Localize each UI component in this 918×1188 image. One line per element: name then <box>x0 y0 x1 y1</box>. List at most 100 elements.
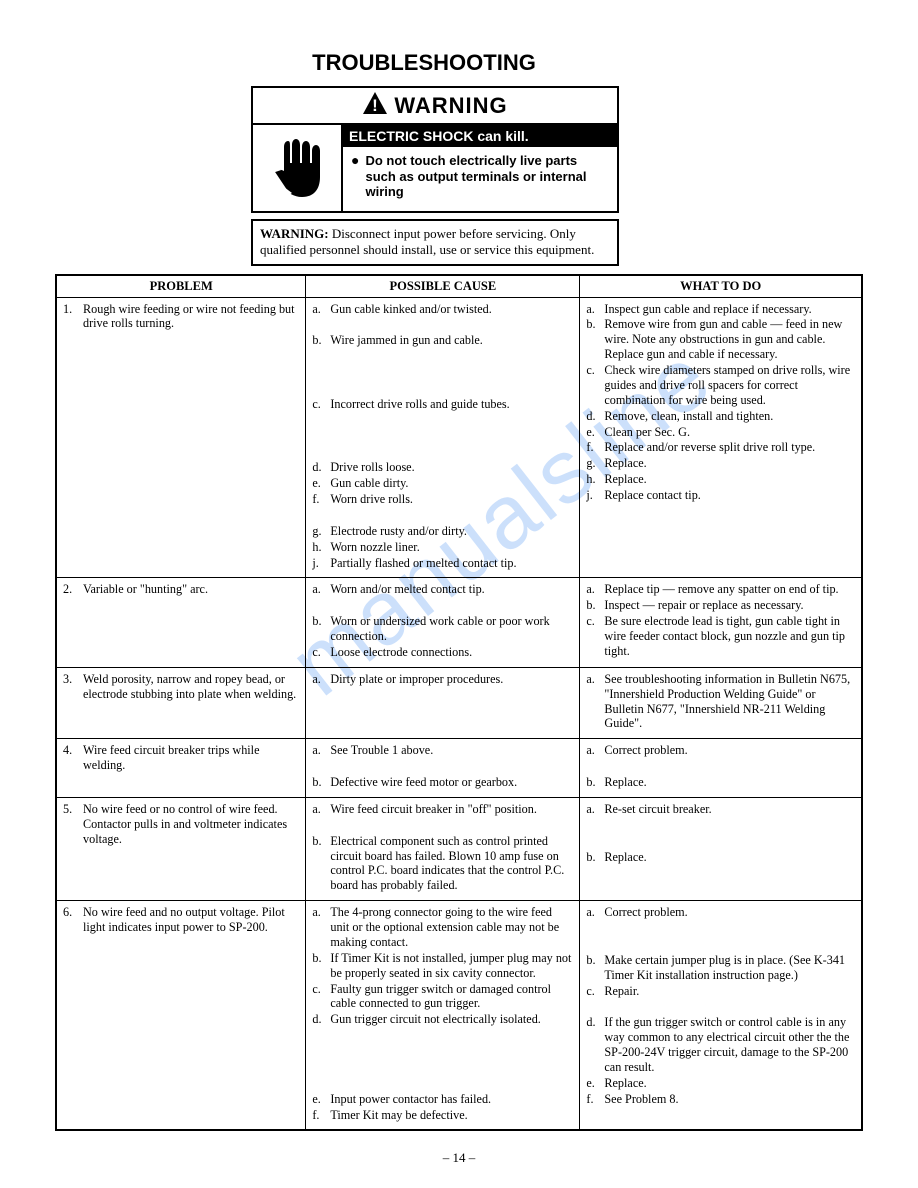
list-item <box>312 759 573 774</box>
list-item: b.Replace. <box>586 775 855 790</box>
table-row: 5.No wire feed or no control of wire fee… <box>56 797 862 900</box>
list-item: g.Electrode rusty and/or dirty. <box>312 524 573 539</box>
list-item: d.Gun trigger circuit not electrically i… <box>312 1012 573 1027</box>
table-row: 4.Wire feed circuit breaker trips while … <box>56 739 862 798</box>
list-item: b.Make certain jumper plug is in place. … <box>586 953 855 983</box>
list-item: e.Gun cable dirty. <box>312 476 573 491</box>
list-item: a.Worn and/or melted contact tip. <box>312 582 573 597</box>
list-item: j.Partially flashed or melted contact ti… <box>312 556 573 571</box>
list-item <box>312 1060 573 1075</box>
warning-triangle-icon: ! <box>362 91 388 120</box>
list-item: j.Replace contact tip. <box>586 488 855 503</box>
warning-shock-bar: ELECTRIC SHOCK can kill. <box>343 125 617 147</box>
table-row: 1.Rough wire feeding or wire not feeding… <box>56 297 862 578</box>
list-item <box>312 413 573 428</box>
list-item <box>312 508 573 523</box>
col-todo: WHAT TO DO <box>580 275 862 298</box>
list-item: b.Electrical component such as control p… <box>312 834 573 894</box>
list-item: a.See Trouble 1 above. <box>312 743 573 758</box>
list-item: h.Worn nozzle liner. <box>312 540 573 555</box>
list-item <box>312 317 573 332</box>
col-cause: POSSIBLE CAUSE <box>306 275 580 298</box>
list-item: f.See Problem 8. <box>586 1092 855 1107</box>
list-item <box>312 1076 573 1091</box>
todo-cell: a.Replace tip — remove any spatter on en… <box>580 578 862 667</box>
problem-cell: 6.No wire feed and no output voltage. Pi… <box>56 901 306 1131</box>
list-item <box>586 999 855 1014</box>
list-item: h.Replace. <box>586 472 855 487</box>
todo-cell: a.Correct problem. b.Replace. <box>580 739 862 798</box>
list-item: e.Input power contactor has failed. <box>312 1092 573 1107</box>
list-item: f.Worn drive rolls. <box>312 492 573 507</box>
todo-cell: a.Inspect gun cable and replace if neces… <box>580 297 862 578</box>
warning-header: ! WARNING <box>253 88 617 123</box>
list-item <box>586 937 855 952</box>
list-item: 1.Rough wire feeding or wire not feeding… <box>63 302 299 332</box>
list-item: 4.Wire feed circuit breaker trips while … <box>63 743 299 773</box>
cause-cell: a.Dirty plate or improper procedures. <box>306 667 580 739</box>
list-item <box>586 759 855 774</box>
list-item <box>312 1028 573 1043</box>
list-item: d.Drive rolls loose. <box>312 460 573 475</box>
list-item <box>312 381 573 396</box>
list-item: e.Clean per Sec. G. <box>586 425 855 440</box>
todo-cell: a.Re-set circuit breaker. b.Replace. <box>580 797 862 900</box>
list-item: c.Faulty gun trigger switch or damaged c… <box>312 982 573 1012</box>
problem-cell: 4.Wire feed circuit breaker trips while … <box>56 739 306 798</box>
cause-cell: a.The 4-prong connector going to the wir… <box>306 901 580 1131</box>
list-item <box>312 365 573 380</box>
list-item: f.Timer Kit may be defective. <box>312 1108 573 1123</box>
list-item: b.Remove wire from gun and cable — feed … <box>586 317 855 362</box>
list-item: c.Be sure electrode lead is tight, gun c… <box>586 614 855 659</box>
list-item: b.Wire jammed in gun and cable. <box>312 333 573 348</box>
list-item <box>312 1044 573 1059</box>
list-item: c.Incorrect drive rolls and guide tubes. <box>312 397 573 412</box>
list-item: a.Dirty plate or improper procedures. <box>312 672 573 687</box>
shock-hand-icon <box>253 125 343 211</box>
list-item <box>312 444 573 459</box>
problem-cell: 1.Rough wire feeding or wire not feeding… <box>56 297 306 578</box>
list-item: g.Replace. <box>586 456 855 471</box>
list-item <box>312 598 573 613</box>
bullet-icon: ● <box>351 153 359 168</box>
table-header-row: PROBLEM POSSIBLE CAUSE WHAT TO DO <box>56 275 862 298</box>
table-row: 3.Weld porosity, narrow and ropey bead, … <box>56 667 862 739</box>
cause-cell: a.Gun cable kinked and/or twisted. b.Wir… <box>306 297 580 578</box>
list-item: c.Check wire diameters stamped on drive … <box>586 363 855 408</box>
list-item: a.Inspect gun cable and replace if neces… <box>586 302 855 317</box>
list-item: a.See troubleshooting information in Bul… <box>586 672 855 732</box>
warning-disconnect-bold: WARNING: <box>260 226 329 241</box>
warning-bullet: ● Do not touch electrically live parts s… <box>343 147 617 208</box>
list-item: b.Worn or undersized work cable or poor … <box>312 614 573 644</box>
list-item: b.Replace. <box>586 850 855 865</box>
list-item: b.If Timer Kit is not installed, jumper … <box>312 951 573 981</box>
list-item <box>586 921 855 936</box>
list-item: f.Replace and/or reverse split drive rol… <box>586 440 855 455</box>
warning-bullet-text: Do not touch electrically live parts suc… <box>365 153 609 200</box>
todo-cell: a.See troubleshooting information in Bul… <box>580 667 862 739</box>
list-item: 5.No wire feed or no control of wire fee… <box>63 802 299 847</box>
list-item: a.Re-set circuit breaker. <box>586 802 855 817</box>
problem-cell: 5.No wire feed or no control of wire fee… <box>56 797 306 900</box>
col-problem: PROBLEM <box>56 275 306 298</box>
list-item: b.Inspect — repair or replace as necessa… <box>586 598 855 613</box>
list-item: a.Correct problem. <box>586 743 855 758</box>
warning-header-text: WARNING <box>394 93 507 119</box>
list-item: c.Loose electrode connections. <box>312 645 573 660</box>
list-item <box>312 429 573 444</box>
list-item: e.Replace. <box>586 1076 855 1091</box>
list-item: c.Repair. <box>586 984 855 999</box>
page-title: TROUBLESHOOTING <box>185 50 663 76</box>
list-item: a.Replace tip — remove any spatter on en… <box>586 582 855 597</box>
problem-cell: 2.Variable or "hunting" arc. <box>56 578 306 667</box>
list-item: a.Gun cable kinked and/or twisted. <box>312 302 573 317</box>
list-item: a.Wire feed circuit breaker in "off" pos… <box>312 802 573 817</box>
problem-cell: 3.Weld porosity, narrow and ropey bead, … <box>56 667 306 739</box>
warning-box: ! WARNING ELECTRIC SHOCK can kill. ● Do … <box>251 86 619 213</box>
list-item: b.Defective wire feed motor or gearbox. <box>312 775 573 790</box>
list-item <box>312 349 573 364</box>
cause-cell: a.Wire feed circuit breaker in "off" pos… <box>306 797 580 900</box>
list-item: 6.No wire feed and no output voltage. Pi… <box>63 905 299 935</box>
list-item: a.Correct problem. <box>586 905 855 920</box>
troubleshooting-table: PROBLEM POSSIBLE CAUSE WHAT TO DO 1.Roug… <box>55 274 863 1132</box>
